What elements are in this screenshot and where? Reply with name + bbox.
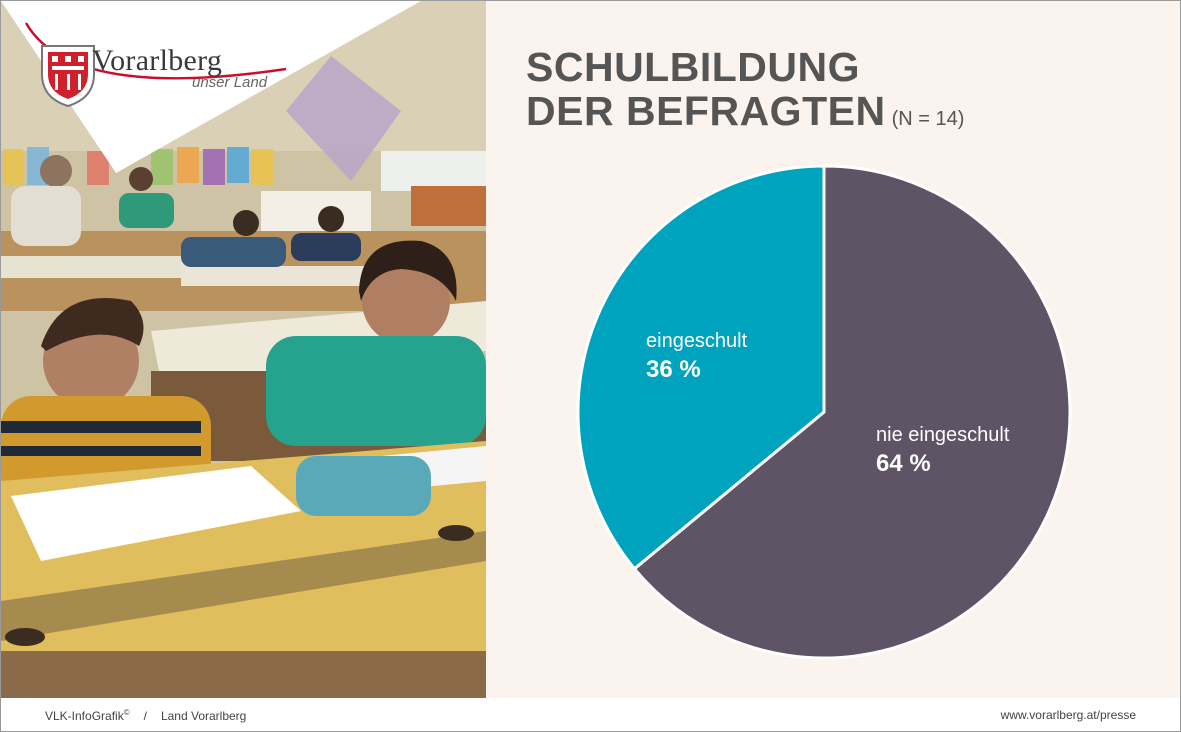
chart-title: SCHULBILDUNG DER BEFRAGTEN (N = 14) <box>526 45 964 141</box>
sample-size-label: (N = 14) <box>891 108 965 130</box>
footer-separator: / <box>143 709 147 723</box>
pie-slice-eingeschult <box>576 164 826 571</box>
pie-chart: nie eingeschult 64 % eingeschult 36 % <box>576 164 1072 660</box>
coat-of-arms-icon <box>41 45 95 108</box>
footer-org: Land Vorarlberg <box>160 709 247 723</box>
slice-value-eingeschult: 36 % <box>646 356 701 383</box>
footer-url[interactable]: www.vorarlberg.at/presse <box>1000 708 1136 722</box>
chart-title-line-1: SCHULBILDUNG <box>526 44 860 90</box>
slice-value-nie-eingeschult: 64 % <box>876 450 931 477</box>
pie-slice-nie-eingeschult <box>632 164 1072 660</box>
classroom-photo <box>1 1 486 698</box>
footer-source-name: VLK-InfoGrafik <box>45 709 124 723</box>
chart-panel: SCHULBILDUNG DER BEFRAGTEN (N = 14) nie e… <box>486 1 1180 698</box>
slice-label-nie-eingeschult: nie eingeschult <box>876 424 1010 446</box>
logo-banner <box>1 1 421 173</box>
logo-tagline: unser Land <box>192 74 268 91</box>
vorarlberg-logo: Vorarlberg unser Land <box>20 18 300 108</box>
footer-copyright: © <box>123 708 130 717</box>
slice-label-eingeschult: eingeschult <box>646 330 748 352</box>
logo-name: Vorarlberg <box>92 44 223 77</box>
classroom-illustration <box>1 1 486 698</box>
footer-source: VLK-InfoGrafik© / Land Vorarlberg <box>45 708 246 723</box>
chart-title-line-2: DER BEFRAGTEN <box>526 88 886 134</box>
footer: VLK-InfoGrafik© / Land Vorarlberg www.vora… <box>1 698 1180 731</box>
